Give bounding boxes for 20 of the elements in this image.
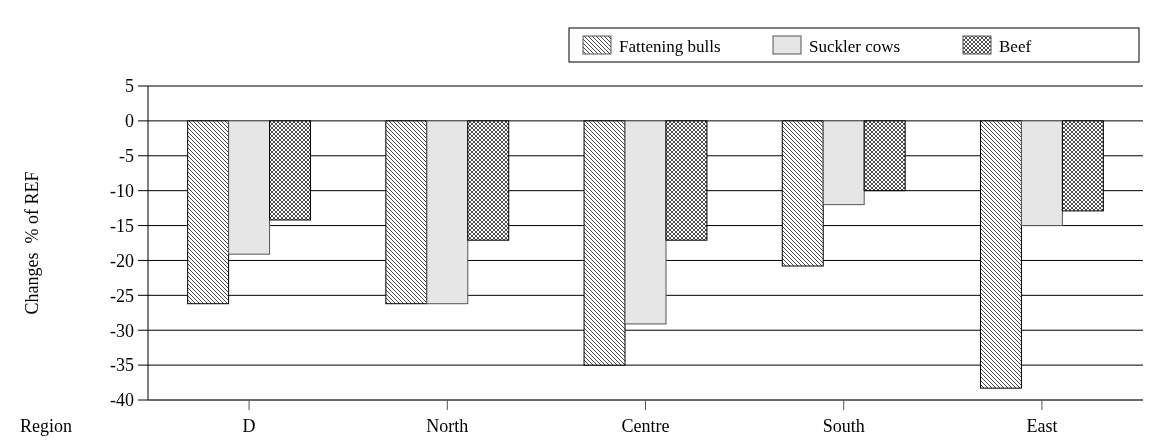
x-tick-label: Centre — [621, 416, 670, 436]
x-tick-label: D — [242, 416, 256, 436]
x-tick-label: North — [426, 416, 469, 436]
y-tick-label: -30 — [110, 320, 134, 341]
y-tick-label: -15 — [110, 215, 134, 236]
y-tick-label: -25 — [110, 285, 134, 306]
y-tick-label: -5 — [119, 146, 134, 167]
legend-label: Suckler cows — [809, 36, 901, 56]
x-axis-title: Region — [20, 416, 72, 436]
legend-label: Fattening bulls — [619, 36, 721, 56]
y-axis-title: Changes % of REF — [22, 171, 42, 315]
legend-label: Beef — [999, 36, 1032, 56]
y-tick-label: -20 — [110, 250, 134, 271]
y-tick-label: -10 — [110, 180, 134, 201]
x-tick-label: South — [822, 416, 865, 436]
y-tick-label: -40 — [110, 390, 134, 411]
y-tick-label: -35 — [110, 355, 134, 376]
y-tick-label: 0 — [125, 111, 134, 132]
x-tick-label: East — [1026, 416, 1058, 436]
y-tick-label: 5 — [125, 76, 134, 97]
